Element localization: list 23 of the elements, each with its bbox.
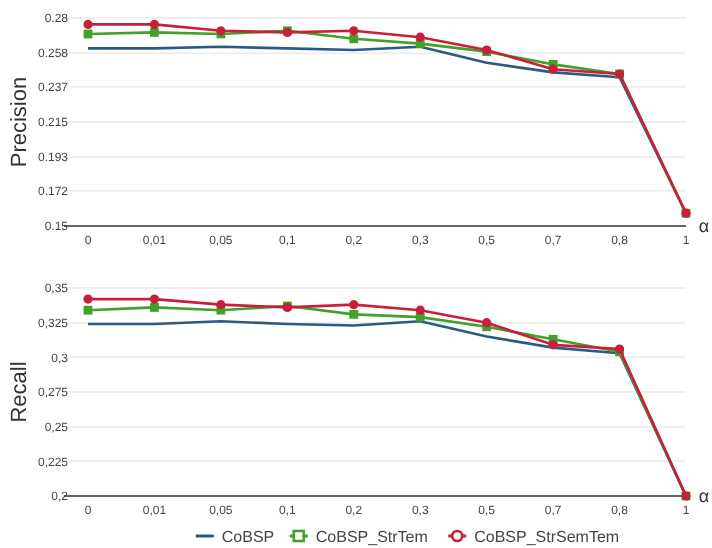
point bbox=[349, 34, 359, 44]
point bbox=[83, 305, 93, 315]
legend-label: CoBSP bbox=[221, 527, 275, 546]
point bbox=[415, 305, 425, 315]
point bbox=[149, 19, 160, 29]
point bbox=[349, 26, 359, 36]
point bbox=[149, 294, 160, 304]
point bbox=[216, 300, 226, 310]
y-axis-title: Precision bbox=[8, 76, 32, 168]
point bbox=[548, 340, 558, 350]
legend-label: CoBSP_StrSemTem bbox=[474, 527, 620, 546]
point bbox=[415, 32, 425, 42]
point bbox=[349, 309, 359, 319]
point bbox=[83, 294, 93, 304]
point bbox=[150, 303, 159, 312]
point bbox=[349, 300, 359, 310]
point bbox=[150, 28, 159, 37]
point bbox=[83, 19, 93, 29]
x-axis-title: α bbox=[698, 216, 710, 236]
y-axis-title: Recall bbox=[8, 361, 32, 423]
legend-label: CoBSP_StrTem bbox=[315, 527, 429, 546]
point bbox=[548, 64, 558, 74]
x-axis-title: α bbox=[698, 486, 710, 506]
